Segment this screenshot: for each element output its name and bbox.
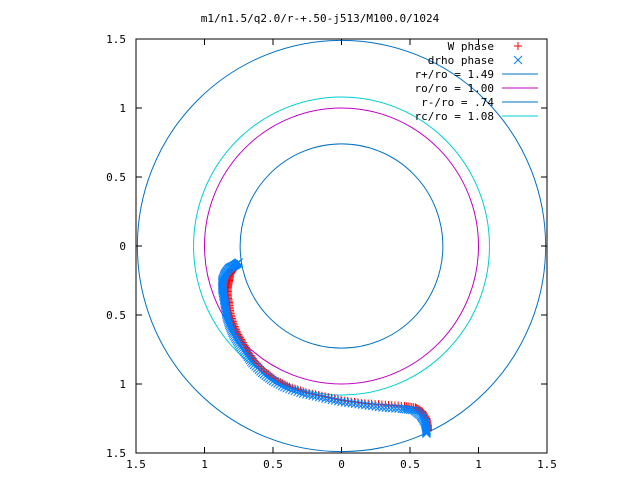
marker-stroke bbox=[273, 379, 282, 388]
w-phase-point bbox=[255, 362, 264, 371]
drho-phase-point bbox=[293, 387, 303, 397]
x-tick-label: 1 bbox=[475, 458, 482, 471]
drho-phase-point bbox=[285, 384, 294, 394]
marker-stroke bbox=[218, 287, 228, 296]
drho-phase-point bbox=[407, 405, 417, 415]
legend-label: r-/ro = .74 bbox=[421, 96, 494, 109]
legend-marker bbox=[514, 42, 522, 50]
x-tick-label: 1.5 bbox=[126, 458, 146, 471]
drho-phase-point bbox=[282, 383, 292, 393]
axes: 1.5 1 0.5 0 0.5 1 1.51.510.500.511.5 bbox=[106, 33, 557, 471]
marker-stroke bbox=[223, 317, 233, 326]
marker-stroke bbox=[275, 380, 285, 390]
drho-phase-point bbox=[222, 312, 232, 321]
marker-stroke bbox=[296, 388, 305, 398]
x-tick-label: 1.5 bbox=[537, 458, 557, 471]
drho-phase-point bbox=[280, 382, 289, 392]
marker-stroke bbox=[285, 384, 294, 394]
drho-phase-point bbox=[268, 376, 278, 386]
x-tick-label: 0.5 bbox=[263, 458, 283, 471]
plot-content bbox=[136, 39, 547, 453]
marker-stroke bbox=[222, 312, 232, 321]
marker-stroke bbox=[219, 291, 228, 301]
drho-phase-point bbox=[273, 379, 282, 388]
marker-stroke bbox=[222, 310, 231, 320]
marker-stroke bbox=[290, 386, 300, 396]
marker-stroke bbox=[219, 292, 229, 302]
marker-stroke bbox=[217, 284, 227, 294]
marker-stroke bbox=[219, 295, 229, 305]
marker-stroke bbox=[224, 318, 234, 328]
drho-phase-point bbox=[277, 381, 287, 391]
marker-stroke bbox=[268, 376, 278, 386]
marker-stroke bbox=[280, 382, 289, 392]
marker-stroke bbox=[407, 405, 417, 415]
x-tick-label: 1 bbox=[201, 458, 208, 471]
w-phase-point bbox=[257, 364, 266, 373]
marker-stroke bbox=[293, 387, 303, 397]
drho-phase-point bbox=[225, 321, 235, 331]
x-tick-label: 0.5 bbox=[400, 458, 420, 471]
marker-stroke bbox=[227, 326, 237, 336]
legend-label: drho phase bbox=[428, 54, 494, 67]
marker-stroke bbox=[420, 418, 430, 427]
legend-marker bbox=[513, 55, 523, 65]
chart-title: m1/n1.5/q2.0/r-+.50-j513/M100.0/1024 bbox=[201, 12, 440, 25]
w-phase-point bbox=[254, 361, 263, 370]
drho-phase-point bbox=[224, 320, 234, 330]
drho-phase-point bbox=[223, 317, 233, 326]
legend-label: W phase bbox=[448, 40, 494, 53]
drho-phase-point bbox=[226, 323, 235, 333]
drho-phase-point bbox=[287, 385, 297, 395]
circle-curve bbox=[239, 143, 444, 349]
marker-stroke bbox=[287, 385, 297, 395]
drho-phase-point bbox=[405, 405, 415, 415]
legend-label: ro/ro = 1.00 bbox=[415, 82, 494, 95]
y-tick-label: 0 bbox=[119, 240, 126, 253]
drho-phase-point bbox=[226, 325, 236, 334]
circle-curve bbox=[193, 96, 490, 396]
y-tick-label: 1 bbox=[119, 378, 126, 391]
drho-phase-point bbox=[275, 380, 285, 390]
marker-stroke bbox=[223, 315, 233, 325]
drho-phase-point bbox=[223, 315, 233, 325]
drho-phase-point bbox=[224, 318, 234, 328]
marker-stroke bbox=[225, 321, 235, 331]
circle-curve bbox=[204, 107, 479, 385]
y-tick-label: 0.5 bbox=[106, 171, 126, 184]
marker-stroke bbox=[219, 294, 229, 303]
y-tick-label: 1.5 bbox=[106, 33, 126, 46]
marker-stroke bbox=[270, 378, 280, 387]
marker-stroke bbox=[218, 288, 228, 298]
marker-stroke bbox=[226, 323, 235, 333]
drho-phase-point bbox=[222, 310, 231, 320]
marker-stroke bbox=[218, 285, 227, 295]
marker-stroke bbox=[226, 325, 236, 334]
marker-stroke bbox=[222, 313, 232, 323]
drho-phase-point bbox=[290, 386, 300, 396]
drho-phase-point bbox=[227, 326, 237, 336]
marker-stroke bbox=[224, 320, 234, 330]
y-tick-label: 1.5 bbox=[106, 447, 126, 460]
drho-phase-point bbox=[296, 388, 305, 398]
drho-phase-point bbox=[222, 313, 232, 323]
legend-label: rc/ro = 1.08 bbox=[415, 110, 494, 123]
marker-stroke bbox=[221, 309, 231, 318]
marker-stroke bbox=[405, 405, 415, 415]
marker-stroke bbox=[218, 289, 228, 299]
marker-stroke bbox=[277, 381, 287, 391]
y-tick-label: 0.5 bbox=[106, 309, 126, 322]
drho-phase-point bbox=[422, 429, 431, 439]
marker-stroke bbox=[228, 328, 237, 338]
marker-stroke bbox=[422, 429, 431, 439]
x-tick-label: 0 bbox=[338, 458, 345, 471]
drho-phase-point bbox=[270, 378, 280, 387]
legend-label: r+/ro = 1.49 bbox=[415, 68, 494, 81]
marker-stroke bbox=[513, 55, 523, 65]
marker-stroke bbox=[282, 383, 292, 393]
y-tick-label: 1 bbox=[119, 102, 126, 115]
